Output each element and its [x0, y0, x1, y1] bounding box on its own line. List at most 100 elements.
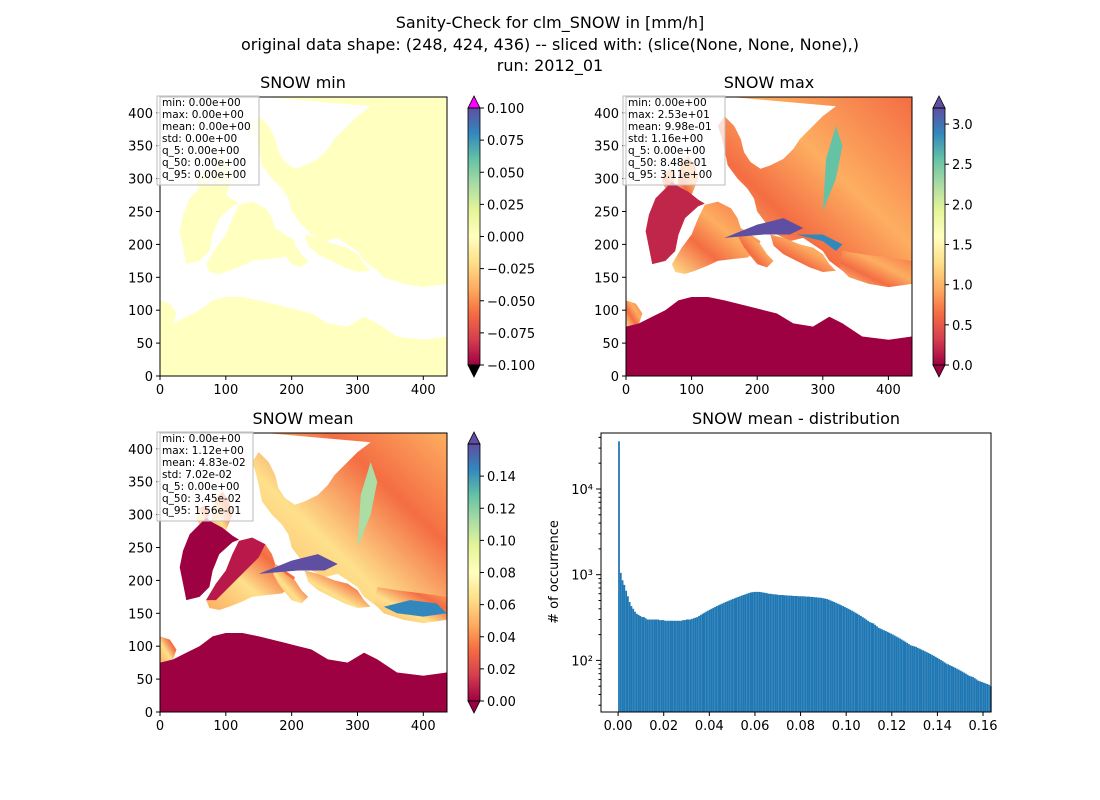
histogram-bar: [735, 597, 738, 712]
histogram-bar: [792, 595, 795, 712]
stat-line: max: 1.12e+00: [162, 445, 244, 457]
histogram-bar: [678, 620, 681, 712]
y-tick-label: 50: [602, 337, 619, 352]
y-axis: 0 50 100 150 200 250 300 350 400: [594, 107, 626, 385]
histogram-bar: [828, 599, 830, 712]
histogram-bar: [634, 611, 636, 712]
histogram-bar: [644, 618, 647, 712]
histogram-bar: [717, 605, 720, 712]
histogram-bar: [787, 595, 789, 712]
histogram-bar: [932, 655, 935, 712]
histogram-bar: [897, 637, 900, 712]
histogram-bar: [965, 673, 967, 712]
histogram-bar: [938, 658, 941, 712]
panel-title: SNOW mean: [253, 409, 354, 428]
histogram-bar: [671, 620, 674, 712]
histogram-bar: [648, 619, 651, 712]
histogram-bar: [986, 684, 989, 712]
histogram-bar: [685, 619, 688, 712]
histogram-bar: [881, 629, 884, 712]
histogram-bar: [977, 680, 980, 712]
colorbar-extend-max: [467, 431, 481, 445]
histogram-bar: [934, 656, 937, 712]
panel-title: SNOW mean - distribution: [692, 409, 900, 428]
colorbar-tick-label: 0.04: [487, 631, 516, 646]
y-tick-label: 300: [128, 173, 153, 188]
y-tick-label: 200: [128, 238, 153, 253]
histogram-bar: [715, 606, 718, 712]
stat-line: std: 1.16e+00: [628, 133, 703, 145]
y-tick-label: 150: [128, 607, 153, 622]
histogram-bar: [785, 595, 788, 712]
histogram-bar: [860, 615, 862, 712]
histogram-bar: [981, 681, 983, 712]
x-tick-label: 100: [679, 383, 704, 398]
histogram-bar: [619, 572, 622, 712]
histogram-bar: [740, 595, 743, 712]
y-tick-label: 10⁴: [571, 483, 593, 498]
histogram-bar: [815, 597, 818, 712]
x-axis: 0.00 0.02 0.04 0.06 0.08 0.10 0.12 0.14 0.16: [604, 712, 997, 734]
histogram-bar: [719, 604, 722, 712]
histogram-bar: [952, 666, 955, 712]
histogram-bar: [804, 596, 807, 712]
stat-line: q_50: 0.00e+00: [162, 157, 246, 169]
histogram-bar: [920, 649, 923, 712]
histogram-bar: [812, 596, 814, 712]
histogram-bar: [657, 619, 660, 712]
histogram-bar: [733, 598, 736, 712]
colorbar-tick-label: 0.06: [487, 599, 516, 614]
histogram-bar: [847, 608, 850, 712]
histogram-bar: [646, 619, 649, 712]
histogram-bar: [767, 593, 770, 712]
histogram-bar: [653, 619, 656, 712]
histogram-bar: [867, 620, 869, 712]
histogram-bar: [794, 595, 796, 712]
histogram-bar: [916, 647, 919, 712]
y-axis: 10² 10³ 10⁴: [571, 436, 601, 706]
histogram-bar: [635, 613, 638, 712]
histogram-bar: [781, 594, 784, 712]
panel-snow-max: SNOW max 0 100 200 300 400 0 50 100 150 200 250 30…: [594, 73, 973, 398]
histogram-bar: [771, 594, 773, 712]
panel-title: SNOW min: [260, 73, 346, 92]
colorbar-tick-label: 0.050: [487, 166, 524, 181]
colorbar-tick-label: 0.5: [952, 319, 973, 334]
panel-snow-min: SNOW min 0 100 200 300 400 0 50 100 150 200 250 30…: [128, 73, 535, 398]
y-tick-label: 250: [594, 205, 619, 220]
stat-line: mean: 9.98e-01: [628, 121, 712, 133]
histogram-bar: [625, 590, 627, 712]
histogram-bar: [915, 646, 917, 712]
plot-frame: [625, 96, 913, 377]
histogram-bar: [627, 596, 629, 712]
x-tick-label: 100: [213, 383, 238, 398]
histogram-bar: [849, 609, 852, 712]
histogram-bar: [892, 634, 894, 712]
histogram-bar: [621, 580, 624, 712]
colorbar-gradient: [468, 444, 480, 701]
histogram-bar: [872, 623, 875, 712]
colorbar-tick-label: 0.000: [487, 231, 524, 246]
x-axis: 0 100 200 300 400: [156, 712, 436, 734]
histogram-bar: [895, 636, 898, 712]
histogram-bar: [724, 602, 727, 712]
stats-box-frame: [622, 95, 726, 186]
stat-line: min: 0.00e+00: [162, 433, 241, 445]
y-tick-label: 350: [128, 140, 153, 155]
colorbar-tick-label: 0.08: [487, 567, 516, 582]
y-tick-label: 350: [594, 140, 619, 155]
x-tick-label: 0.04: [695, 719, 724, 734]
histogram-bar: [972, 677, 974, 712]
histogram-bar: [778, 594, 780, 712]
histogram-bar: [893, 635, 896, 712]
histogram-bar: [655, 619, 658, 712]
histogram-bar: [959, 670, 962, 712]
colorbar-gradient: [933, 108, 945, 365]
y-tick-label: 10²: [571, 654, 593, 669]
histogram-bar: [664, 620, 667, 712]
colorbar-tick-label: −0.050: [487, 295, 535, 310]
colorbar-tick-label: 0.00: [487, 695, 516, 710]
histogram-bar: [643, 617, 645, 712]
